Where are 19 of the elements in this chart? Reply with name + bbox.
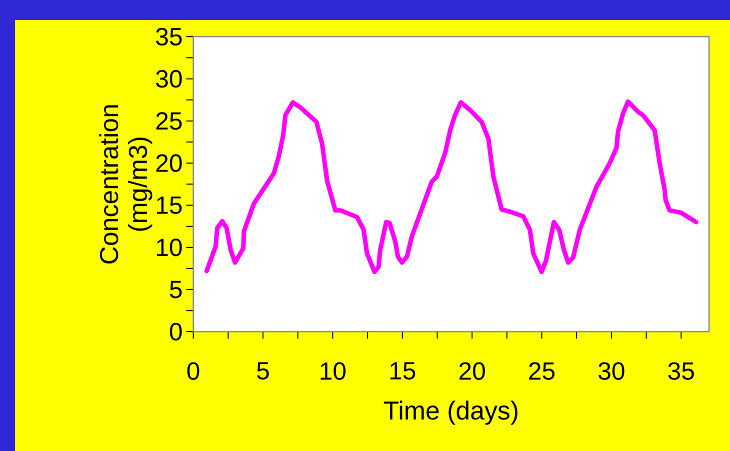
y-tick-label: 30 (156, 70, 182, 88)
y-tick-label: 35 (156, 28, 182, 46)
x-tick-label: 0 (187, 362, 200, 380)
x-tick-label: 25 (529, 362, 555, 380)
y-tick-label: 20 (156, 154, 182, 172)
x-tick-label: 35 (668, 362, 694, 380)
y-tick-label: 25 (156, 112, 182, 130)
y-tick-label: 10 (156, 238, 182, 256)
line-series (204, 99, 698, 274)
y-tick-label: 15 (156, 196, 182, 214)
x-axis-title: Time (days) (384, 400, 518, 425)
x-tick-label: 10 (320, 362, 346, 380)
x-tick-label: 20 (459, 362, 485, 380)
x-tick-label: 5 (257, 362, 269, 380)
x-tick-label: 30 (598, 362, 624, 380)
y-axis-title: Concentration (mg/m3) (99, 105, 152, 264)
y-tick-label: 0 (170, 322, 182, 341)
y-tick-label: 5 (170, 280, 182, 298)
x-tick-label: 15 (390, 362, 416, 380)
